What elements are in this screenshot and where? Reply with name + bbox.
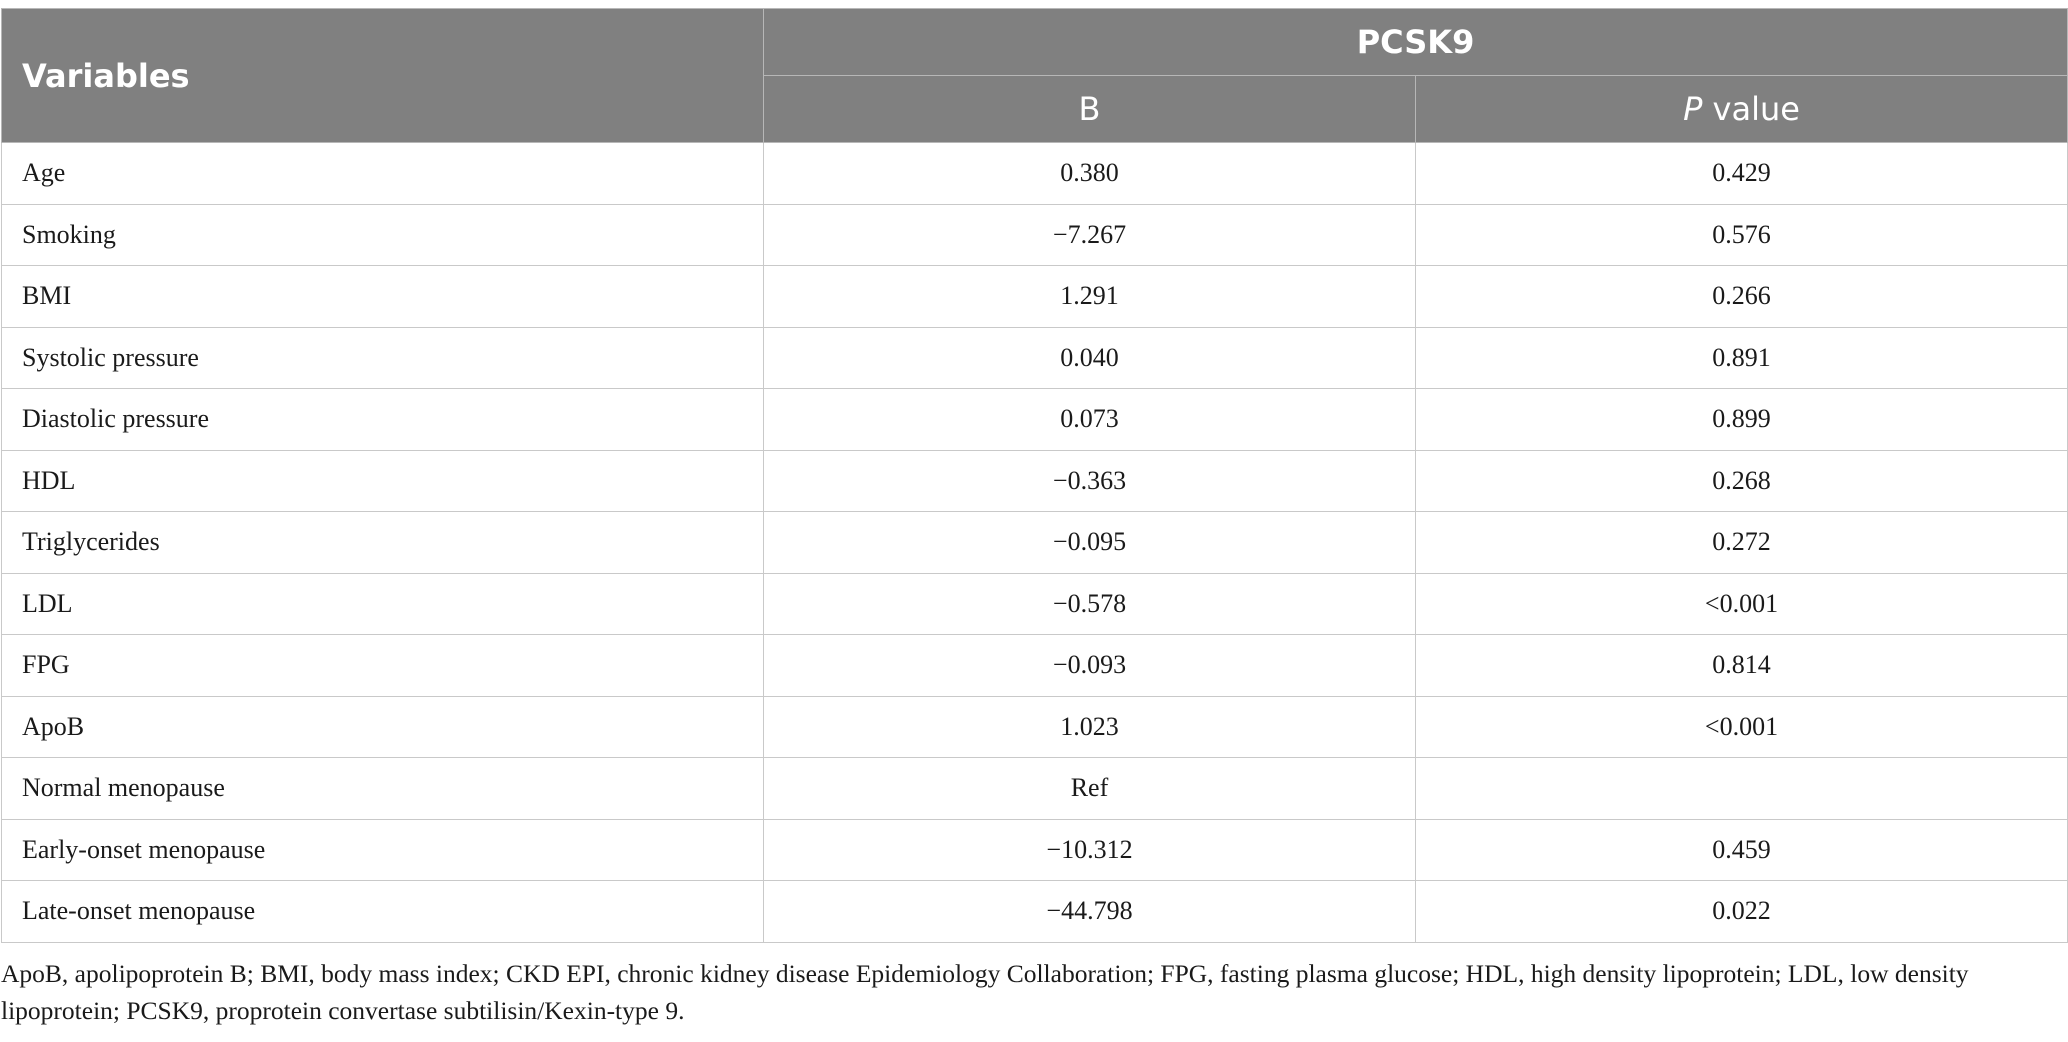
cell-b: −0.093 <box>763 634 1416 697</box>
cell-p: 0.899 <box>1414 388 2068 451</box>
cell-b: −0.578 <box>763 572 1416 635</box>
table-row: Early-onset menopause −10.312 0.459 <box>1 818 2068 881</box>
cell-p: <0.001 <box>1414 572 2068 635</box>
table-row: LDL −0.578 <0.001 <box>1 572 2068 635</box>
cell-b: −0.363 <box>763 449 1416 512</box>
cell-p: 0.268 <box>1414 449 2068 512</box>
table-row: BMI 1.291 0.266 <box>1 265 2068 328</box>
table-row: Triglycerides −0.095 0.272 <box>1 511 2068 574</box>
cell-variable: Normal menopause <box>1 757 764 820</box>
cell-b: 1.291 <box>763 265 1416 328</box>
cell-variable: Late-onset menopause <box>1 880 764 943</box>
cell-p: 0.576 <box>1414 203 2068 266</box>
table-row: Age 0.380 0.429 <box>1 142 2068 205</box>
cell-p: 0.429 <box>1414 142 2068 205</box>
header-variables: Variables <box>1 8 764 143</box>
cell-p: 0.891 <box>1414 326 2068 389</box>
table-row: FPG −0.093 0.814 <box>1 634 2068 697</box>
cell-b: Ref <box>763 757 1416 820</box>
cell-variable: Diastolic pressure <box>1 388 764 451</box>
regression-table: Variables PCSK9 B P value Age 0.380 0.42… <box>1 8 2068 943</box>
header-p-italic: P <box>1683 90 1703 128</box>
cell-p: 0.272 <box>1414 511 2068 574</box>
table-row: HDL −0.363 0.268 <box>1 449 2068 512</box>
header-row-2: B P value <box>2 75 2068 143</box>
cell-variable: FPG <box>1 634 764 697</box>
cell-variable: HDL <box>1 449 764 512</box>
cell-variable: Age <box>1 142 764 205</box>
cell-variable: Triglycerides <box>1 511 764 574</box>
cell-variable: ApoB <box>1 695 764 758</box>
cell-variable: BMI <box>1 265 764 328</box>
header-b: B <box>763 75 1416 143</box>
table-row: Systolic pressure 0.040 0.891 <box>1 326 2068 389</box>
cell-b: −7.267 <box>763 203 1416 266</box>
cell-b: 0.040 <box>763 326 1416 389</box>
cell-b: 0.380 <box>763 142 1416 205</box>
cell-p: 0.022 <box>1414 880 2068 943</box>
cell-b: −44.798 <box>763 880 1416 943</box>
cell-b: 0.073 <box>763 388 1416 451</box>
cell-b: 1.023 <box>763 695 1416 758</box>
cell-p <box>1414 757 2068 820</box>
table-header: Variables PCSK9 B P value <box>1 8 2068 143</box>
table-row: Diastolic pressure 0.073 0.899 <box>1 388 2068 451</box>
header-p-value: P value <box>1414 75 2068 143</box>
table-row: Normal menopause Ref <box>1 757 2068 820</box>
header-row-1: Variables PCSK9 <box>1 8 2068 143</box>
table-body: Age 0.380 0.429 Smoking −7.267 0.576 BMI… <box>1 142 2068 943</box>
cell-p: 0.814 <box>1414 634 2068 697</box>
cell-p: <0.001 <box>1414 695 2068 758</box>
table-footnote: ApoB, apolipoprotein B; BMI, body mass i… <box>1 958 1969 1025</box>
cell-variable: Systolic pressure <box>1 326 764 389</box>
header-p-rest: value <box>1702 90 1800 128</box>
cell-b: −10.312 <box>763 818 1416 881</box>
table-row: Smoking −7.267 0.576 <box>1 203 2068 266</box>
cell-b: −0.095 <box>763 511 1416 574</box>
cell-variable: Early-onset menopause <box>1 818 764 881</box>
header-pcsk9: PCSK9 <box>762 8 2068 76</box>
cell-variable: LDL <box>1 572 764 635</box>
table-row: Late-onset menopause −44.798 0.022 <box>1 880 2068 943</box>
table-container: Variables PCSK9 B P value Age 0.380 0.42… <box>0 8 2068 1029</box>
cell-p: 0.266 <box>1414 265 2068 328</box>
table-row: ApoB 1.023 <0.001 <box>1 695 2068 758</box>
cell-variable: Smoking <box>1 203 764 266</box>
cell-p: 0.459 <box>1414 818 2068 881</box>
